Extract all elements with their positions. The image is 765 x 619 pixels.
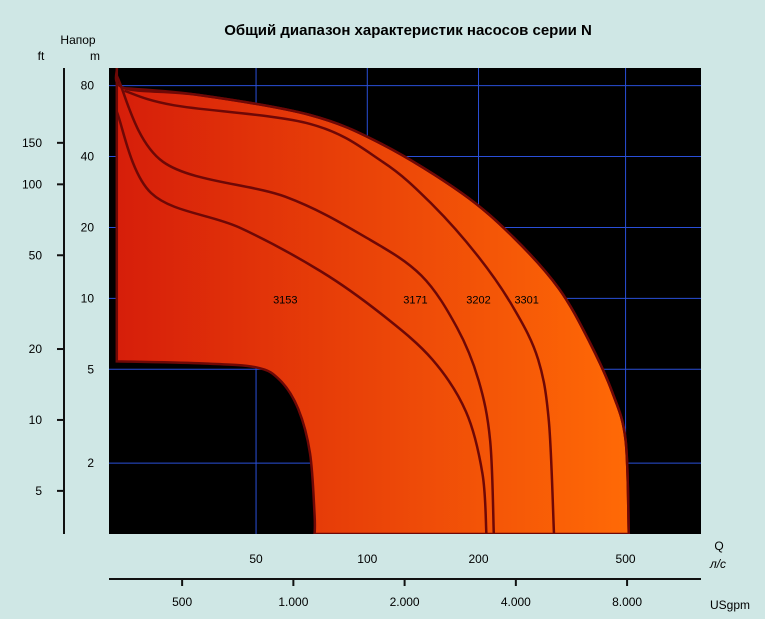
m-tick-label: 80 <box>81 79 95 93</box>
ls-axis-ticks: 50 100 200 500 <box>249 552 636 566</box>
usgpm-tick-label: 1.000 <box>278 595 308 609</box>
ft-tick-label: 10 <box>29 413 43 427</box>
ft-tick-label: 100 <box>22 177 42 191</box>
ls-tick-label: 500 <box>616 552 636 566</box>
y-unit-ft: ft <box>38 49 45 63</box>
pump-label-3202: 3202 <box>466 295 490 307</box>
usgpm-tick-label: 2.000 <box>390 595 420 609</box>
usgpm-axis-ticks: 500 1.000 2.000 4.000 8.000 <box>172 579 642 609</box>
usgpm-tick-label: 500 <box>172 595 192 609</box>
pump-curve-3153 <box>115 111 488 534</box>
ft-tick-label: 150 <box>22 136 42 150</box>
chart-title: Общий диапазон характеристик насосов сер… <box>224 22 592 39</box>
ft-tick-label: 50 <box>29 248 43 262</box>
usgpm-tick-label: 8.000 <box>612 595 642 609</box>
m-tick-label: 2 <box>87 456 94 470</box>
m-axis-ticks: 80 40 20 10 5 2 <box>81 79 95 470</box>
pump-label-3301: 3301 <box>514 295 538 307</box>
ft-tick-label: 20 <box>29 342 43 356</box>
ls-tick-label: 50 <box>249 552 263 566</box>
x-unit-usgpm: USgpm <box>710 598 750 612</box>
pump-curve-3171 <box>115 75 496 534</box>
m-tick-label: 20 <box>81 220 95 234</box>
ls-tick-label: 200 <box>469 552 489 566</box>
x-axis-title: Q <box>714 539 723 553</box>
pump-label-3171: 3171 <box>403 295 427 307</box>
y-unit-m: m <box>90 49 100 63</box>
m-tick-label: 10 <box>81 291 95 305</box>
x-unit-ls: л/с <box>709 557 726 571</box>
ls-tick-label: 100 <box>357 552 377 566</box>
pump-curves: 3153 3171 3202 3301 <box>115 75 631 534</box>
m-tick-label: 5 <box>87 362 94 376</box>
y-axis-title: Напор <box>60 33 96 47</box>
pump-label-3153: 3153 <box>273 295 297 307</box>
m-tick-label: 40 <box>81 150 95 164</box>
ft-axis-ticks: 150 100 50 20 10 5 <box>22 136 64 498</box>
usgpm-tick-label: 4.000 <box>501 595 531 609</box>
ft-tick-label: 5 <box>35 484 42 498</box>
pump-curve-3301 <box>124 86 631 534</box>
pump-curve-3202 <box>123 89 556 534</box>
